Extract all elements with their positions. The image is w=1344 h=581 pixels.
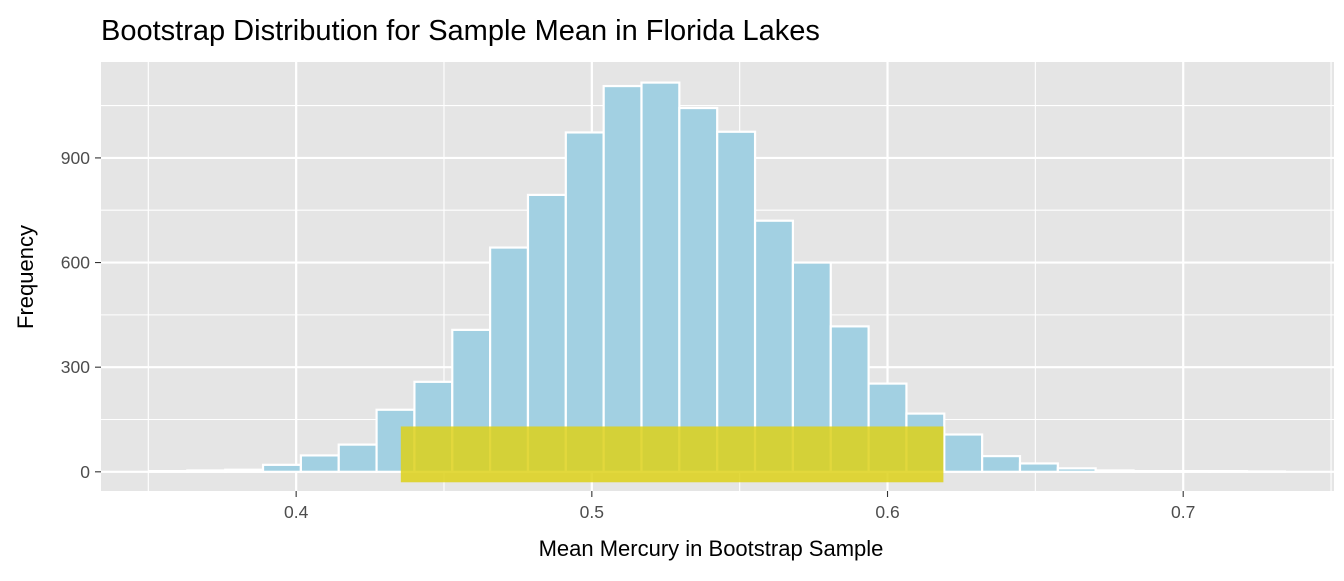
interval-band: [401, 426, 944, 482]
y-tick-label: 300: [61, 357, 90, 377]
histogram-bar: [1171, 471, 1209, 472]
histogram-bar: [263, 465, 301, 472]
histogram-bar: [339, 445, 377, 472]
x-tick-label: 0.5: [580, 502, 604, 522]
histogram-bar: [1096, 470, 1134, 471]
histogram-bar: [187, 470, 225, 471]
chart-title: Bootstrap Distribution for Sample Mean i…: [101, 15, 820, 47]
x-tick-label: 0.7: [1171, 502, 1195, 522]
x-tick-label: 0.4: [284, 502, 309, 522]
histogram-bar: [642, 83, 680, 472]
histogram-bar: [1134, 471, 1172, 472]
histogram-bar: [679, 108, 717, 472]
histogram-bar: [982, 456, 1020, 472]
interval-highlight: [401, 426, 944, 482]
histogram-bar: [301, 455, 339, 471]
y-tick-label: 600: [61, 253, 90, 273]
x-axis-title: Mean Mercury in Bootstrap Sample: [539, 536, 884, 561]
histogram-bar: [604, 86, 642, 472]
histogram-bar: [566, 132, 604, 471]
histogram-bar: [1020, 463, 1058, 471]
histogram-bar: [1209, 471, 1247, 472]
y-tick-label: 0: [80, 462, 90, 482]
histogram-bar: [1058, 468, 1096, 471]
y-tick-label: 900: [61, 148, 90, 168]
x-tick-label: 0.6: [875, 502, 899, 522]
histogram-bar: [149, 471, 187, 472]
histogram-bar: [717, 132, 755, 472]
histogram-bar: [225, 470, 263, 472]
histogram-bar: [944, 434, 982, 471]
y-axis-title: Frequency: [13, 225, 38, 329]
